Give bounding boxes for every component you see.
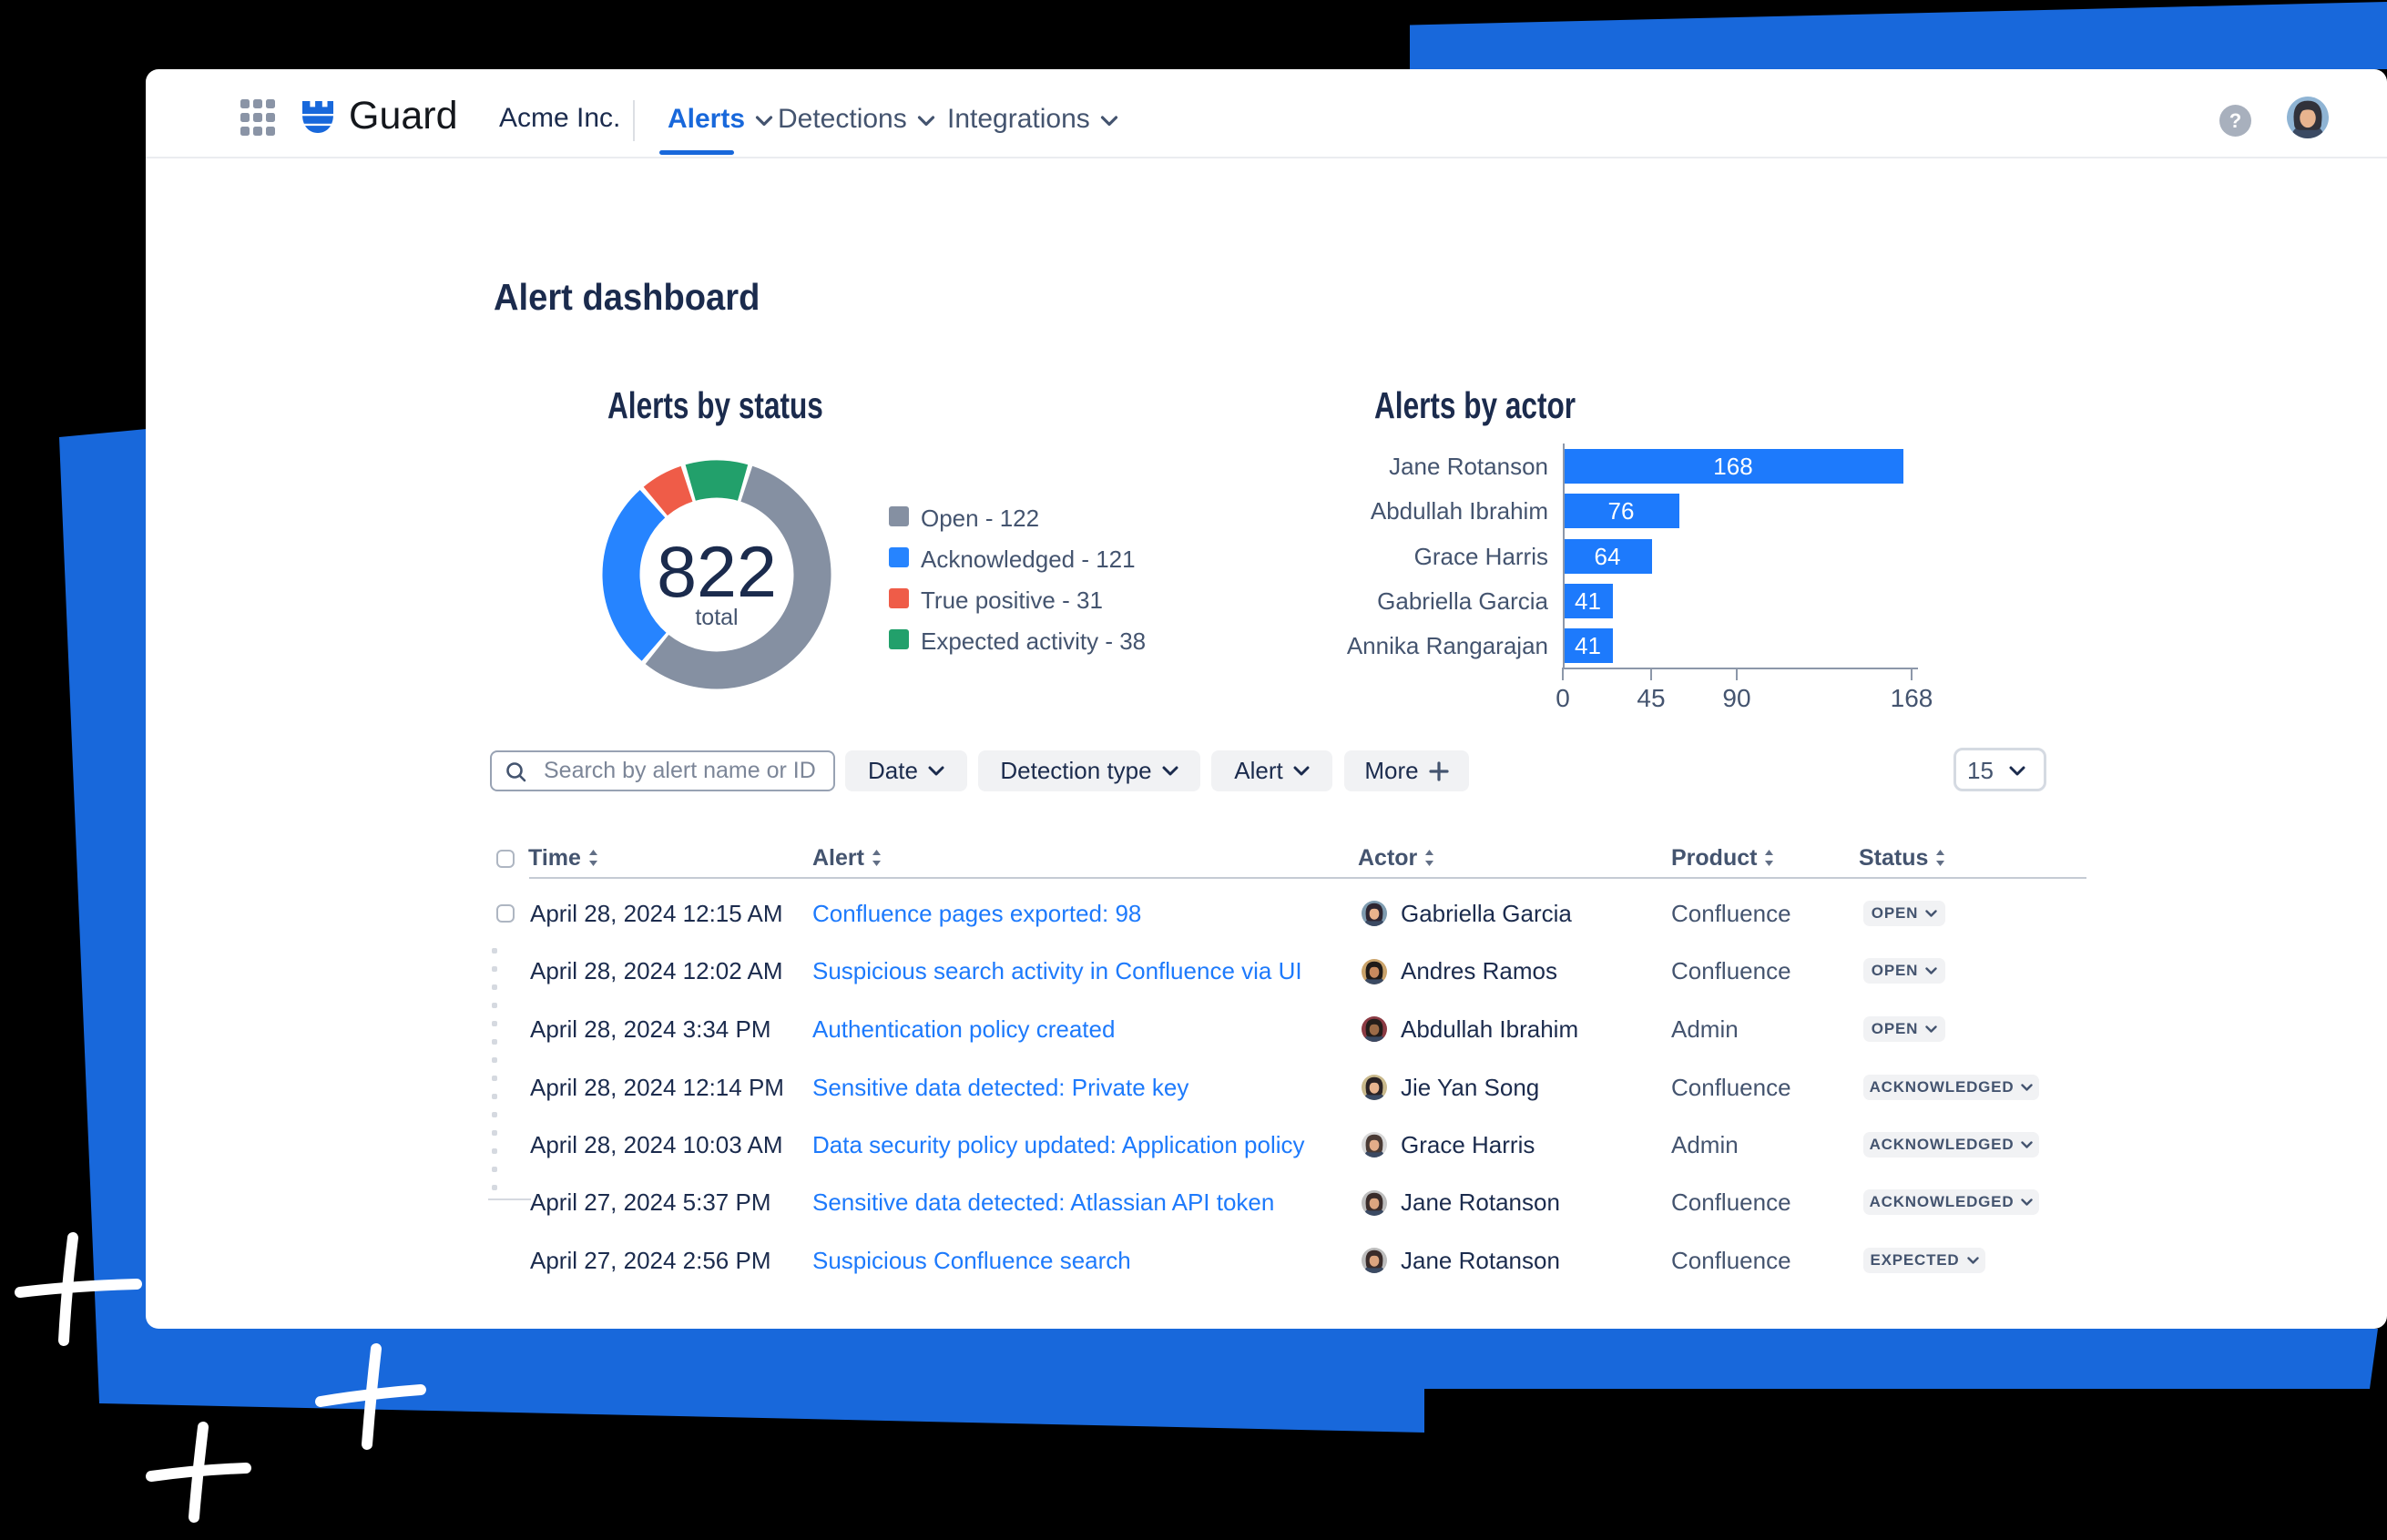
svg-text:?: ? (2229, 109, 2241, 132)
